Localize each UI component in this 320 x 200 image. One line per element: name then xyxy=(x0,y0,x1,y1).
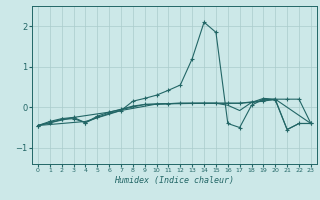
X-axis label: Humidex (Indice chaleur): Humidex (Indice chaleur) xyxy=(115,176,234,185)
